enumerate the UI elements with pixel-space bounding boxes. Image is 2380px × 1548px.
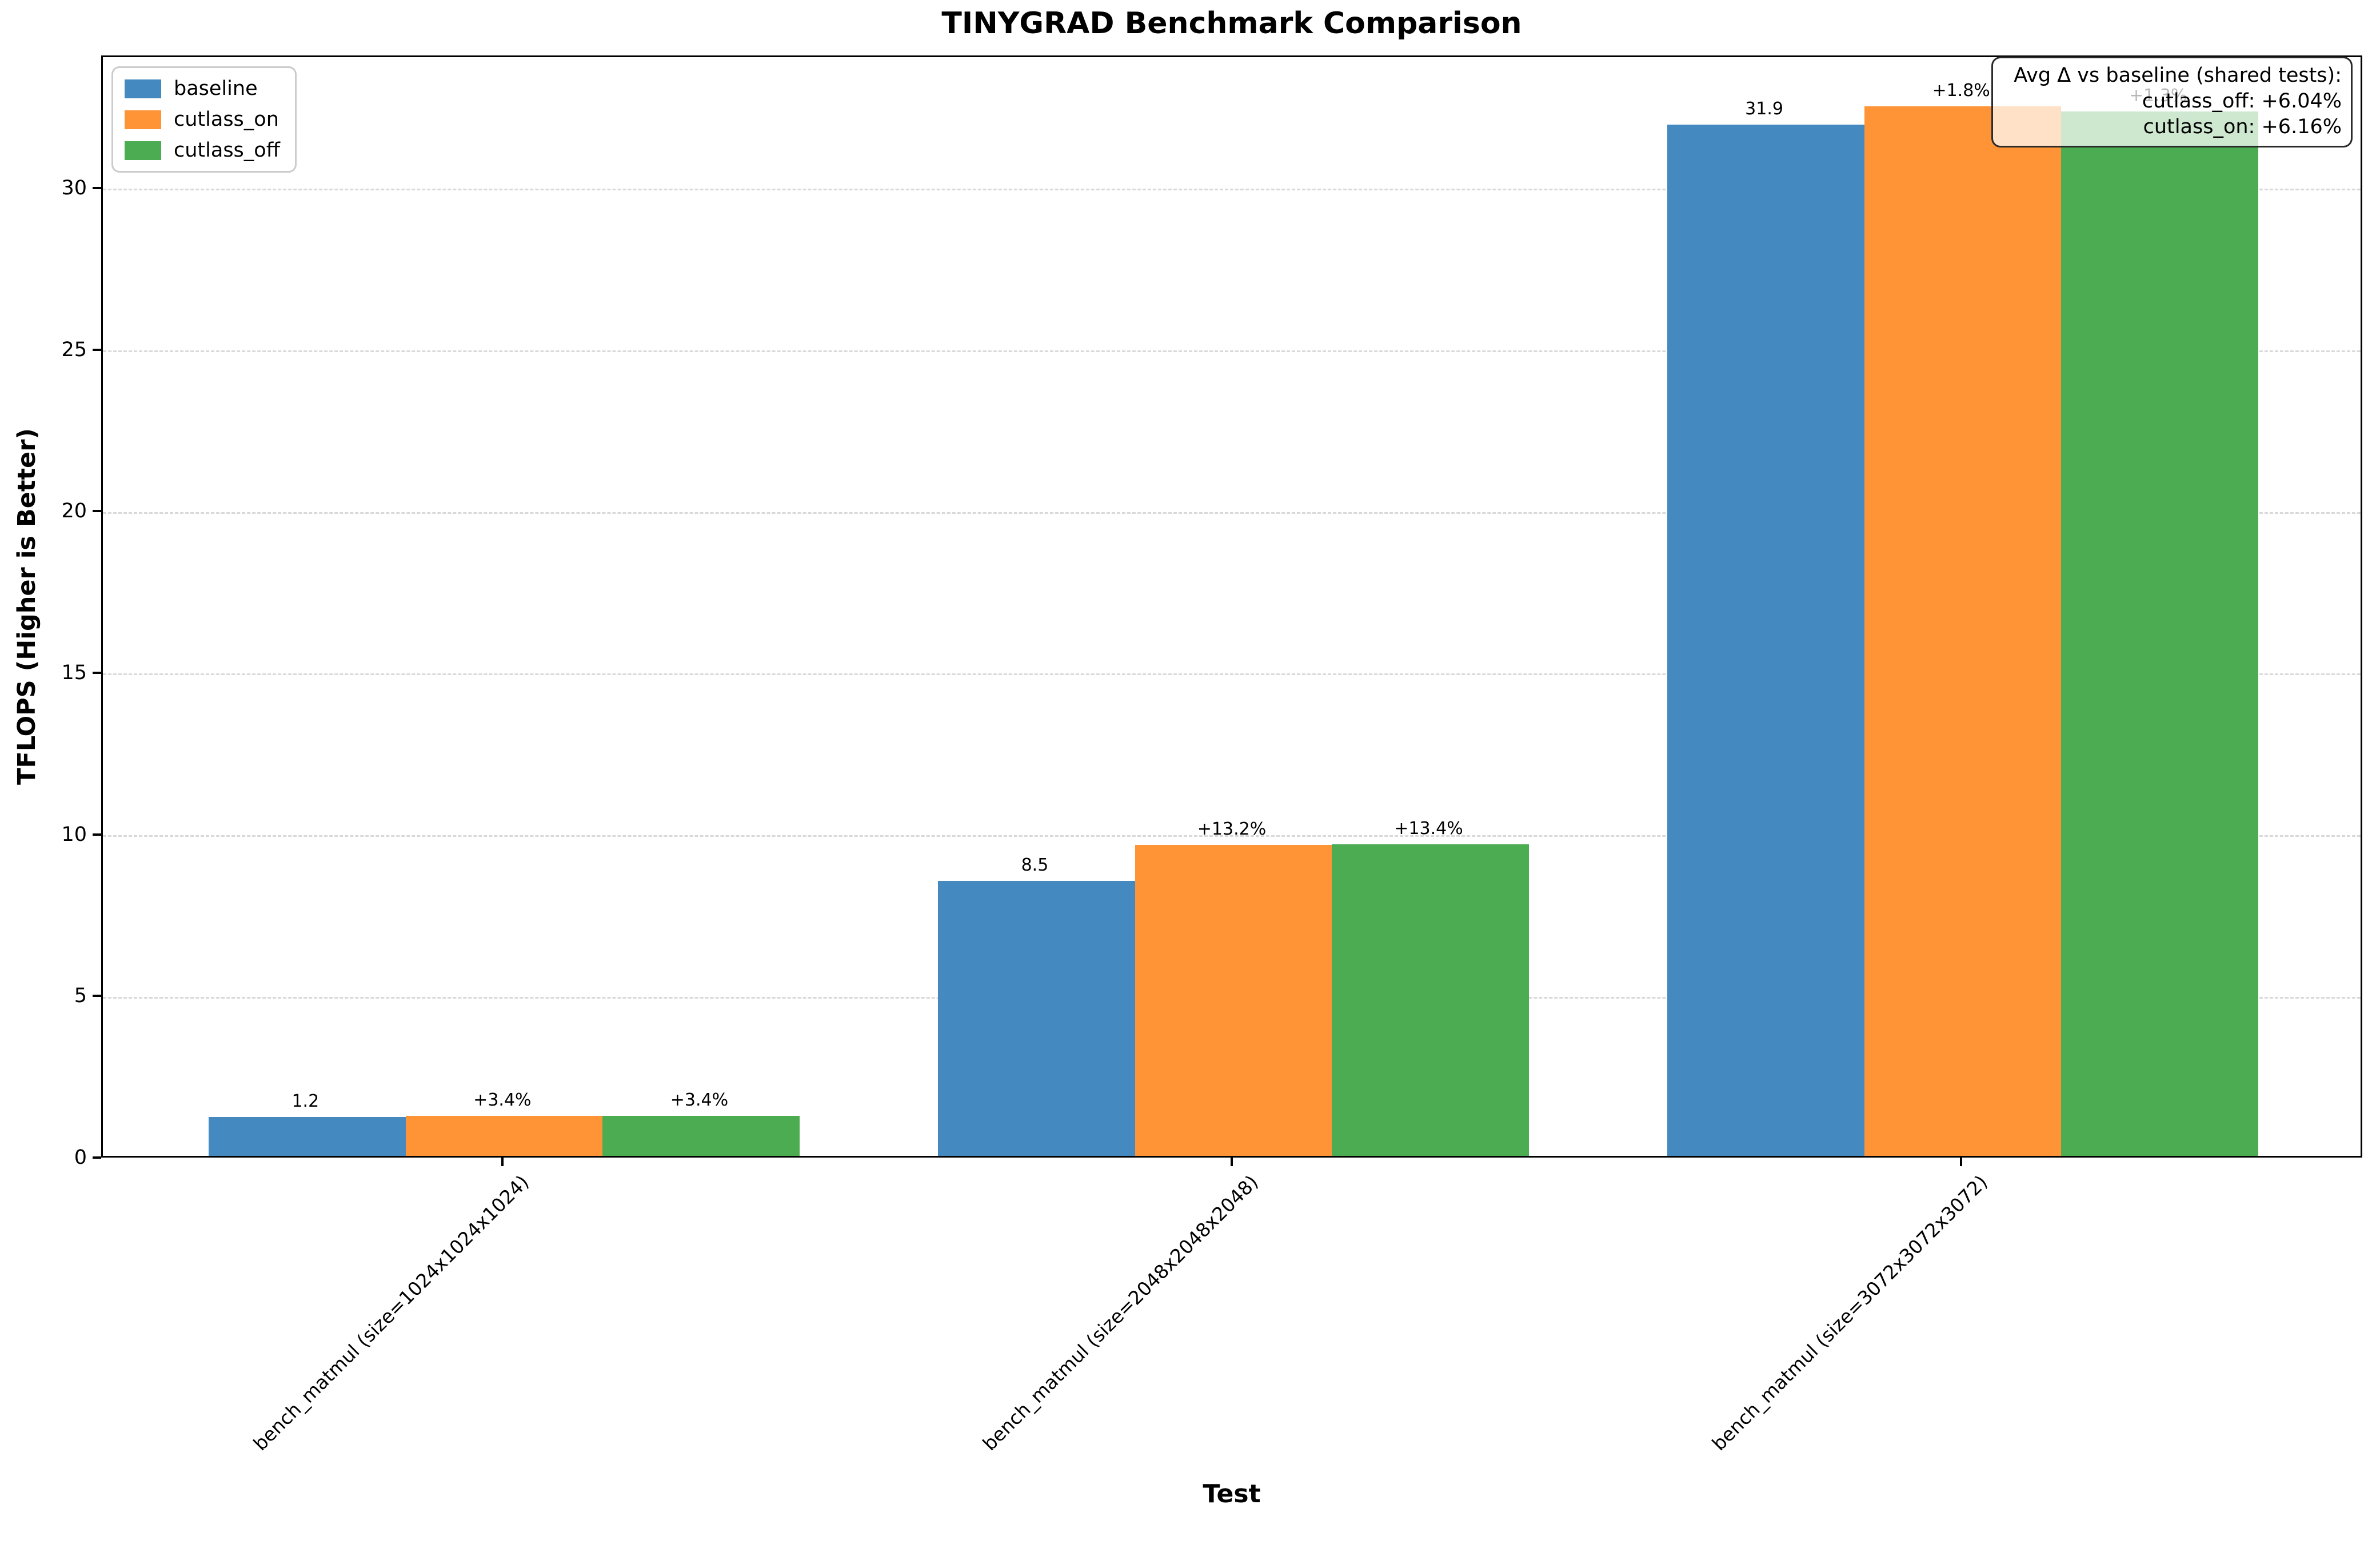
bar-value-label: 1.2 — [291, 1091, 320, 1112]
legend-label-baseline: baseline — [174, 77, 258, 100]
legend-swatch-cutlass-off-icon — [125, 141, 161, 160]
x-tick — [1231, 1158, 1233, 1166]
x-tick-label: bench_matmul (size=2048x2048x2048) — [978, 1171, 1263, 1455]
bar-cutlass_off-0 — [602, 1115, 800, 1156]
y-tick — [93, 510, 101, 513]
annotation-line-cutlass-off: cutlass_off: +6.04% — [2142, 90, 2342, 113]
y-tick-label: 25 — [61, 338, 87, 361]
bar-value-label: +1.8% — [1932, 81, 1990, 101]
x-tick — [1960, 1158, 1963, 1166]
y-tick-label: 10 — [61, 823, 87, 846]
annotation-line-header: Avg Δ vs baseline (shared tests): — [2014, 64, 2342, 87]
legend-label-cutlass-on: cutlass_on — [174, 108, 279, 131]
y-tick — [93, 1156, 101, 1159]
bar-baseline-1 — [938, 881, 1135, 1156]
legend-item-cutlass-off: cutlass_off — [125, 139, 280, 162]
x-axis-label: Test — [1203, 1479, 1261, 1509]
chart-title: TINYGRAD Benchmark Comparison — [941, 6, 1522, 41]
legend: baseline cutlass_on cutlass_off — [111, 66, 297, 173]
x-tick — [501, 1158, 504, 1166]
plot-area — [101, 55, 2362, 1158]
x-tick-label: bench_matmul (size=3072x3072x3072) — [1707, 1171, 1992, 1455]
y-tick — [93, 348, 101, 351]
y-tick-label: 15 — [61, 661, 87, 684]
y-tick — [93, 995, 101, 998]
annotation-line-cutlass-on: cutlass_on: +6.16% — [2143, 115, 2342, 138]
legend-label-cutlass-off: cutlass_off — [174, 139, 280, 162]
legend-item-baseline: baseline — [125, 77, 280, 100]
bar-cutlass_on-1 — [1135, 845, 1332, 1156]
y-tick-label: 20 — [61, 500, 87, 523]
bar-value-label: 31.9 — [1745, 99, 1783, 119]
y-tick — [93, 186, 101, 189]
y-tick — [93, 671, 101, 674]
annotation-box: Avg Δ vs baseline (shared tests): cutlas… — [1991, 57, 2353, 147]
y-tick-label: 0 — [74, 1146, 87, 1169]
y-tick-label: 30 — [61, 176, 87, 200]
bar-value-label: +13.2% — [1197, 819, 1267, 840]
bar-cutlass_off-1 — [1332, 844, 1529, 1156]
bar-value-label: +13.4% — [1394, 818, 1463, 839]
bar-value-label: 8.5 — [1021, 855, 1049, 876]
legend-item-cutlass-on: cutlass_on — [125, 108, 280, 131]
bar-cutlass_off-2 — [2061, 111, 2258, 1156]
gridline — [103, 350, 2361, 352]
legend-swatch-cutlass-on-icon — [125, 110, 161, 129]
x-tick-label: bench_matmul (size=1024x1024x1024) — [249, 1171, 533, 1455]
gridline — [103, 189, 2361, 191]
bar-cutlass_on-2 — [1864, 106, 2062, 1156]
y-tick — [93, 833, 101, 836]
y-tick-label: 5 — [74, 984, 87, 1008]
legend-swatch-baseline-icon — [125, 79, 161, 98]
bar-baseline-2 — [1667, 125, 1864, 1156]
bar-value-label: +3.4% — [473, 1090, 532, 1110]
bar-value-label: +3.4% — [670, 1090, 729, 1110]
bar-cutlass_on-0 — [405, 1115, 603, 1156]
bar-baseline-0 — [209, 1117, 406, 1156]
gridline — [103, 835, 2361, 837]
gridline — [103, 673, 2361, 676]
gridline — [103, 512, 2361, 514]
